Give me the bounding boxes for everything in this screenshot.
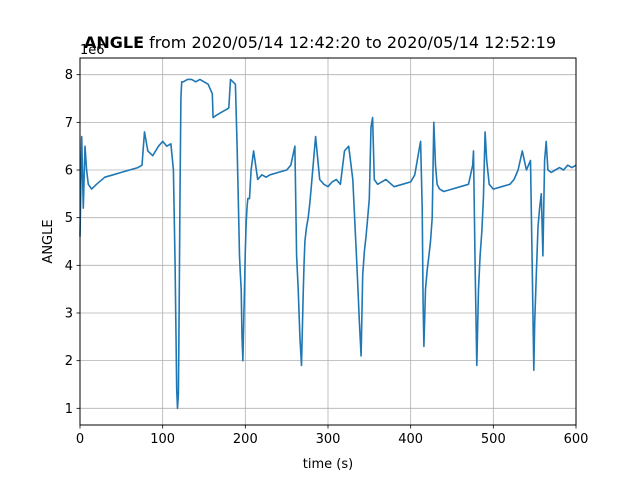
y-tick-label: 7 bbox=[65, 116, 73, 131]
x-axis-label: time (s) bbox=[303, 457, 353, 472]
x-axis: 0 100 200 300 400 500 600 bbox=[76, 425, 589, 447]
y-axis-label: ANGLE bbox=[41, 219, 56, 263]
x-tick-label: 600 bbox=[564, 432, 589, 447]
y-tick-label: 3 bbox=[65, 306, 73, 321]
x-tick-label: 300 bbox=[316, 432, 341, 447]
series-layer bbox=[79, 78, 577, 410]
chart-title-bold: ANGLE bbox=[84, 33, 145, 52]
x-tick-label: 0 bbox=[76, 432, 84, 447]
x-tick-label: 200 bbox=[233, 432, 258, 447]
y-offset-label: 1e6 bbox=[80, 43, 105, 58]
series-line bbox=[79, 78, 577, 410]
chart-title-rest: from 2020/05/14 12:42:20 to 2020/05/14 1… bbox=[144, 33, 556, 52]
y-tick-label: 5 bbox=[65, 211, 73, 226]
x-tick-label: 100 bbox=[150, 432, 175, 447]
y-tick-label: 4 bbox=[65, 259, 73, 274]
chart-title: ANGLE from 2020/05/14 12:42:20 to 2020/0… bbox=[0, 33, 640, 52]
y-tick-label: 2 bbox=[65, 354, 73, 369]
y-tick-label: 6 bbox=[65, 164, 73, 179]
y-tick-label: 8 bbox=[65, 68, 73, 83]
grid-lines bbox=[79, 58, 577, 425]
y-tick-label: 1 bbox=[65, 402, 73, 417]
x-tick-label: 500 bbox=[481, 432, 506, 447]
x-tick-label: 400 bbox=[398, 432, 423, 447]
y-axis: 1 2 3 4 5 6 7 8 bbox=[65, 68, 80, 417]
